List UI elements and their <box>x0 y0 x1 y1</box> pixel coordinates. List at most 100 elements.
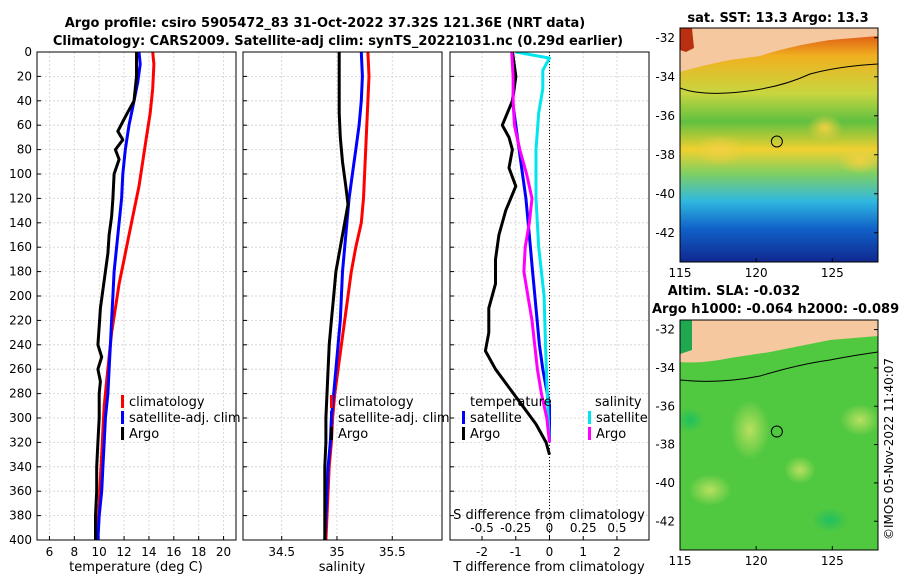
legend-label-t-argo: Argo <box>470 427 500 442</box>
x-tick-label: 34.5 <box>268 545 295 559</box>
y-tick-label: 320 <box>9 435 32 449</box>
sla-coastal-strip <box>680 320 692 354</box>
x-tick-label: 14 <box>141 545 156 559</box>
y-tick-label: 280 <box>9 387 32 401</box>
map-y-tick-label: -38 <box>655 438 675 452</box>
legend-label-climatology: climatology <box>338 395 414 410</box>
map-y-tick-label: -42 <box>655 514 675 528</box>
salinity-legend: climatology satellite-adj. clim Argo <box>330 395 450 442</box>
sla-patch <box>784 456 816 484</box>
x-tick-label: 6 <box>46 545 54 559</box>
temperature-panel: 0 20 40 60 80 100 120 140 160 180 200 220 240 260 280 3… <box>9 45 237 559</box>
legend-label-satellite: satellite-adj. clim <box>338 411 450 426</box>
series-line-salinity-satellite <box>515 52 551 443</box>
depth-contour <box>680 63 878 94</box>
y-tick-label: 400 <box>9 533 32 547</box>
sst-map-axes: 115 120 125 -32 -34 -36 -38 -40 -42 <box>655 31 878 280</box>
y-tick-label: 100 <box>9 167 32 181</box>
sla-low-patch <box>680 408 704 432</box>
legend-label-climatology: climatology <box>129 395 205 410</box>
panel-frame <box>449 51 650 541</box>
x-tick-label: -2 <box>476 545 488 559</box>
y-tick-label: 140 <box>9 216 32 230</box>
y-tick-label: 240 <box>9 338 32 352</box>
panel-frame <box>242 51 443 541</box>
map-x-tick-label: 120 <box>745 554 768 568</box>
sst-warm-eddy <box>807 114 843 142</box>
argo-position-marker <box>770 425 783 438</box>
legend-label-satellite: satellite-adj. clim <box>129 411 241 426</box>
legend-swatch-t-argo <box>462 427 465 440</box>
legend-swatch-t-satellite <box>462 411 465 424</box>
salinity-panel: 34.5 35 35.5 <box>242 51 443 559</box>
s-tick-label: -0.5 <box>470 521 493 535</box>
sla-patch <box>840 404 878 436</box>
salinity-xlabel: salinity <box>319 560 366 575</box>
legend-swatch-climatology <box>330 395 333 408</box>
series-group <box>323 52 371 540</box>
sla-map-title-1: Altim. SLA: -0.032 <box>668 284 800 299</box>
title-line-2: Climatology: CARS2009. Satellite-adj cli… <box>53 34 623 49</box>
legend-title-temperature: temperature <box>470 395 552 410</box>
series-line-temperature-argo <box>483 52 551 456</box>
sst-map-title: sat. SST: 13.3 Argo: 13.3 <box>687 11 868 26</box>
map-y-tick-label: -38 <box>655 148 675 162</box>
legend-swatch-satellite <box>330 411 333 424</box>
y-tick-label: 40 <box>17 94 32 108</box>
map-x-tick-label: 120 <box>745 266 768 280</box>
legend-swatch-s-argo <box>588 427 591 440</box>
x-tick-label: 35.5 <box>379 545 406 559</box>
x-tick-label: 35 <box>329 545 344 559</box>
legend-swatch-satellite <box>121 411 124 424</box>
y-tick-label: 360 <box>9 484 32 498</box>
x-tick-label: 20 <box>216 545 231 559</box>
legend-label-argo: Argo <box>129 427 159 442</box>
map-x-tick-label: 125 <box>821 266 844 280</box>
temperature-legend: climatology satellite-adj. clim Argo <box>121 395 241 442</box>
legend-swatch-climatology <box>121 395 124 408</box>
map-y-tick-label: -34 <box>655 70 675 84</box>
map-y-tick-label: -34 <box>655 361 675 375</box>
x-tick-label: 16 <box>166 545 181 559</box>
s-difference-label: S difference from climatology <box>453 508 645 523</box>
map-y-tick-label: -40 <box>655 476 675 490</box>
argo-position-marker <box>770 135 783 148</box>
s-tick-label: 0.25 <box>570 521 597 535</box>
y-tick-label: 200 <box>9 289 32 303</box>
s-tick-label: 0 <box>546 521 554 535</box>
sla-patch <box>730 400 770 460</box>
legend-label-s-argo: Argo <box>596 427 626 442</box>
y-tick-label: 220 <box>9 313 32 327</box>
s-tick-label: -0.25 <box>500 521 531 535</box>
temperature-xlabel: temperature (deg C) <box>69 560 203 575</box>
sst-warm-patch <box>838 146 878 174</box>
y-tick-label: 340 <box>9 460 32 474</box>
legend-swatch-argo <box>121 427 124 440</box>
difference-xlabel: T difference from climatology <box>452 560 645 575</box>
sst-map <box>680 28 878 262</box>
sst-hot-coast <box>680 28 694 52</box>
y-tick-label: 160 <box>9 240 32 254</box>
difference-legend: temperature satellite Argo salinity sate… <box>462 395 648 442</box>
sla-map-axes: 115 120 125 -32 -34 -36 -38 -40 -42 <box>655 323 878 568</box>
y-tick-label: 380 <box>9 509 32 523</box>
x-tick-label: 2 <box>613 545 621 559</box>
x-tick-label: 1 <box>579 545 587 559</box>
title-line-1: Argo profile: csiro 5905472_83 31-Oct-20… <box>65 16 586 31</box>
legend-label-argo: Argo <box>338 427 368 442</box>
y-tick-label: 60 <box>17 118 32 132</box>
series-line-argo <box>94 52 138 540</box>
difference-panel: -2 -1 0 1 2 -0.5 -0.25 0 0.25 0.5 <box>449 51 650 559</box>
s-tick-label: 0.5 <box>607 521 626 535</box>
sla-map-frame <box>679 319 879 551</box>
sla-low-patch <box>812 508 848 532</box>
y-tick-label: 180 <box>9 265 32 279</box>
legend-label-s-satellite: satellite <box>596 411 648 426</box>
land-australia <box>680 28 878 72</box>
map-x-tick-label: 115 <box>669 266 692 280</box>
series-group <box>483 52 551 456</box>
y-tick-label: 0 <box>24 45 32 59</box>
sla-map <box>680 320 878 550</box>
map-y-tick-label: -32 <box>655 31 675 45</box>
